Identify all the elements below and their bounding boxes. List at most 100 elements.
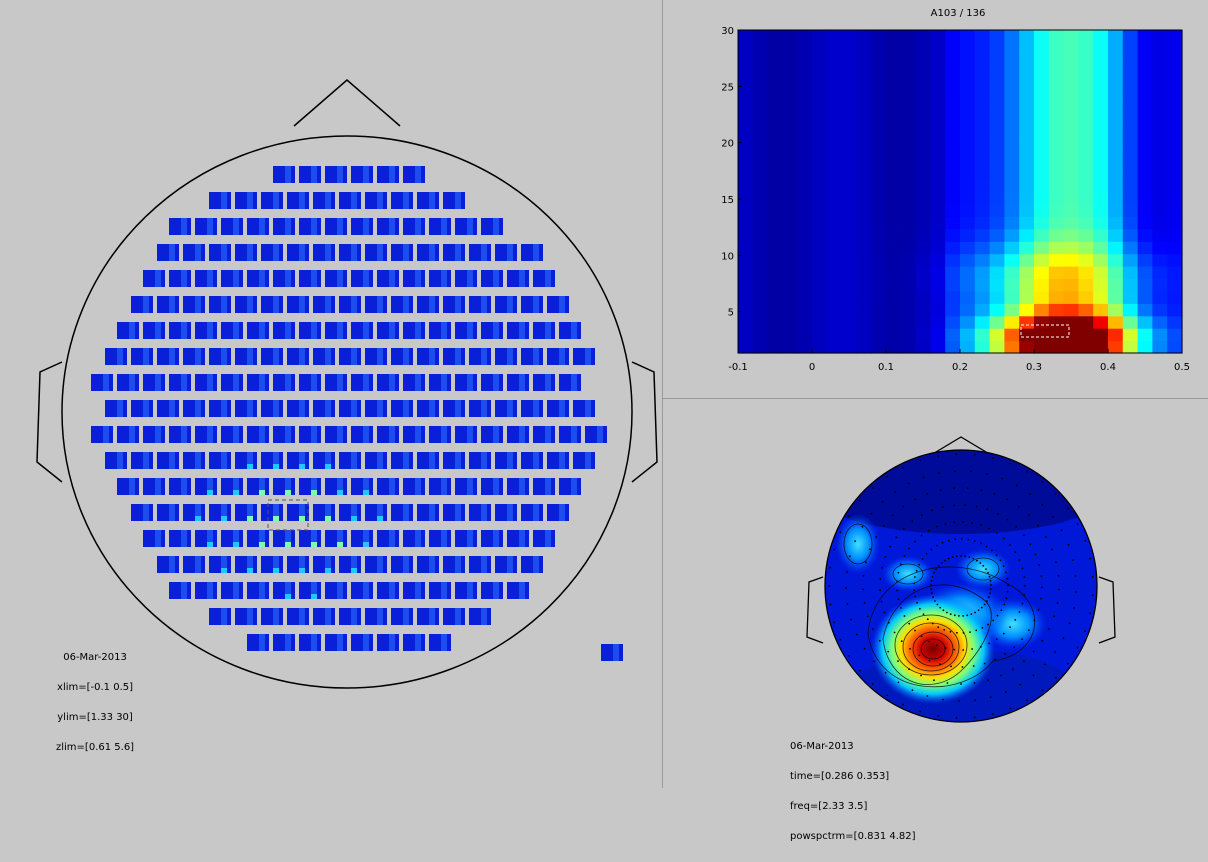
sensor-tile[interactable] bbox=[325, 166, 347, 183]
sensor-tile[interactable] bbox=[417, 504, 439, 521]
sensor-tile[interactable] bbox=[169, 582, 191, 599]
sensor-tile[interactable] bbox=[313, 504, 335, 521]
sensor-tile[interactable] bbox=[247, 530, 269, 547]
sensor-tile[interactable] bbox=[313, 192, 335, 209]
sensor-tile[interactable] bbox=[403, 322, 425, 339]
sensor-tile[interactable] bbox=[131, 452, 153, 469]
sensor-tile[interactable] bbox=[547, 504, 569, 521]
sensor-tile[interactable] bbox=[377, 426, 399, 443]
sensor-tile[interactable] bbox=[391, 608, 413, 625]
sensor-tile[interactable] bbox=[351, 218, 373, 235]
sensor-tile[interactable] bbox=[183, 556, 205, 573]
sensor-tile[interactable] bbox=[547, 400, 569, 417]
sensor-tile[interactable] bbox=[559, 374, 581, 391]
sensor-tile[interactable] bbox=[325, 426, 347, 443]
sensor-tile[interactable] bbox=[183, 348, 205, 365]
sensor-tile[interactable] bbox=[403, 478, 425, 495]
sensor-tile[interactable] bbox=[131, 296, 153, 313]
sensor-tile[interactable] bbox=[339, 348, 361, 365]
sensor-tile[interactable] bbox=[287, 608, 309, 625]
sensor-tile[interactable] bbox=[339, 192, 361, 209]
sensor-tile[interactable] bbox=[481, 322, 503, 339]
sensor-tile[interactable] bbox=[533, 478, 555, 495]
sensor-tile[interactable] bbox=[299, 530, 321, 547]
sensor-tile[interactable] bbox=[143, 322, 165, 339]
sensor-tile[interactable] bbox=[351, 530, 373, 547]
tfr-chart[interactable]: A103 / 136 -0.1 0 0.1 0.2 0.3 0.4 0.5510152025… bbox=[663, 0, 1208, 398]
sensor-tile[interactable] bbox=[443, 192, 465, 209]
sensor-tile[interactable] bbox=[287, 192, 309, 209]
sensor-tile[interactable] bbox=[261, 244, 283, 261]
sensor-tile[interactable] bbox=[559, 478, 581, 495]
sensor-tile[interactable] bbox=[455, 582, 477, 599]
sensor-tile[interactable] bbox=[455, 322, 477, 339]
sensor-tile[interactable] bbox=[143, 374, 165, 391]
sensor-tile[interactable] bbox=[169, 270, 191, 287]
sensor-tile[interactable] bbox=[481, 582, 503, 599]
sensor-tile[interactable] bbox=[495, 348, 517, 365]
sensor-tile[interactable] bbox=[273, 374, 295, 391]
sensor-tile[interactable] bbox=[313, 348, 335, 365]
sensor-tile[interactable] bbox=[547, 348, 569, 365]
sensor-tile[interactable] bbox=[183, 400, 205, 417]
sensor-tile[interactable] bbox=[533, 270, 555, 287]
sensor-tile[interactable] bbox=[209, 192, 231, 209]
sensor-tile[interactable] bbox=[377, 634, 399, 651]
sensor-tile[interactable] bbox=[143, 426, 165, 443]
sensor-tile[interactable] bbox=[495, 452, 517, 469]
sensor-tile[interactable] bbox=[365, 608, 387, 625]
sensor-tile[interactable] bbox=[247, 634, 269, 651]
sensor-tile[interactable] bbox=[429, 374, 451, 391]
sensor-tile[interactable] bbox=[157, 296, 179, 313]
sensor-tile[interactable] bbox=[195, 478, 217, 495]
sensor-tile[interactable] bbox=[365, 452, 387, 469]
sensor-tile[interactable] bbox=[287, 244, 309, 261]
sensor-tile[interactable] bbox=[507, 582, 529, 599]
sensor-tile[interactable] bbox=[455, 530, 477, 547]
sensor-tile[interactable] bbox=[157, 556, 179, 573]
sensor-tile[interactable] bbox=[533, 322, 555, 339]
sensor-tile[interactable] bbox=[287, 400, 309, 417]
sensor-tile[interactable] bbox=[157, 452, 179, 469]
sensor-tile[interactable] bbox=[91, 426, 113, 443]
sensor-tile[interactable] bbox=[521, 244, 543, 261]
sensor-tile[interactable] bbox=[391, 348, 413, 365]
sensor-tile[interactable] bbox=[235, 400, 257, 417]
sensor-tile[interactable] bbox=[455, 374, 477, 391]
sensor-tile[interactable] bbox=[507, 374, 529, 391]
multiplot-head[interactable] bbox=[0, 0, 662, 788]
sensor-tile[interactable] bbox=[481, 218, 503, 235]
sensor-tile[interactable] bbox=[455, 478, 477, 495]
sensor-tile[interactable] bbox=[443, 400, 465, 417]
sensor-tile[interactable] bbox=[443, 608, 465, 625]
sensor-tile[interactable] bbox=[143, 530, 165, 547]
sensor-tile[interactable] bbox=[481, 374, 503, 391]
sensor-tile[interactable] bbox=[521, 504, 543, 521]
sensor-tile[interactable] bbox=[377, 530, 399, 547]
sensor-tile[interactable] bbox=[443, 348, 465, 365]
sensor-tile[interactable] bbox=[299, 634, 321, 651]
sensor-tile[interactable] bbox=[299, 426, 321, 443]
sensor-tile[interactable] bbox=[273, 166, 295, 183]
sensor-tile[interactable] bbox=[169, 322, 191, 339]
sensor-tile[interactable] bbox=[365, 400, 387, 417]
sensor-tile[interactable] bbox=[533, 530, 555, 547]
sensor-tile[interactable] bbox=[221, 530, 243, 547]
sensor-tile[interactable] bbox=[351, 270, 373, 287]
sensor-tile[interactable] bbox=[273, 426, 295, 443]
sensor-tile[interactable] bbox=[273, 634, 295, 651]
sensor-tile[interactable] bbox=[469, 556, 491, 573]
sensor-tile[interactable] bbox=[429, 530, 451, 547]
sensor-tile[interactable] bbox=[273, 270, 295, 287]
sensor-tile[interactable] bbox=[365, 296, 387, 313]
sensor-tile[interactable] bbox=[469, 504, 491, 521]
horizontal-divider[interactable] bbox=[663, 398, 1208, 399]
sensor-tile[interactable] bbox=[117, 478, 139, 495]
sensor-tile[interactable] bbox=[313, 244, 335, 261]
sensor-tile[interactable] bbox=[495, 244, 517, 261]
sensor-tile[interactable] bbox=[417, 556, 439, 573]
sensor-tile[interactable] bbox=[273, 582, 295, 599]
sensor-tile[interactable] bbox=[313, 556, 335, 573]
sensor-tile[interactable] bbox=[469, 244, 491, 261]
vertical-divider[interactable] bbox=[662, 0, 663, 788]
